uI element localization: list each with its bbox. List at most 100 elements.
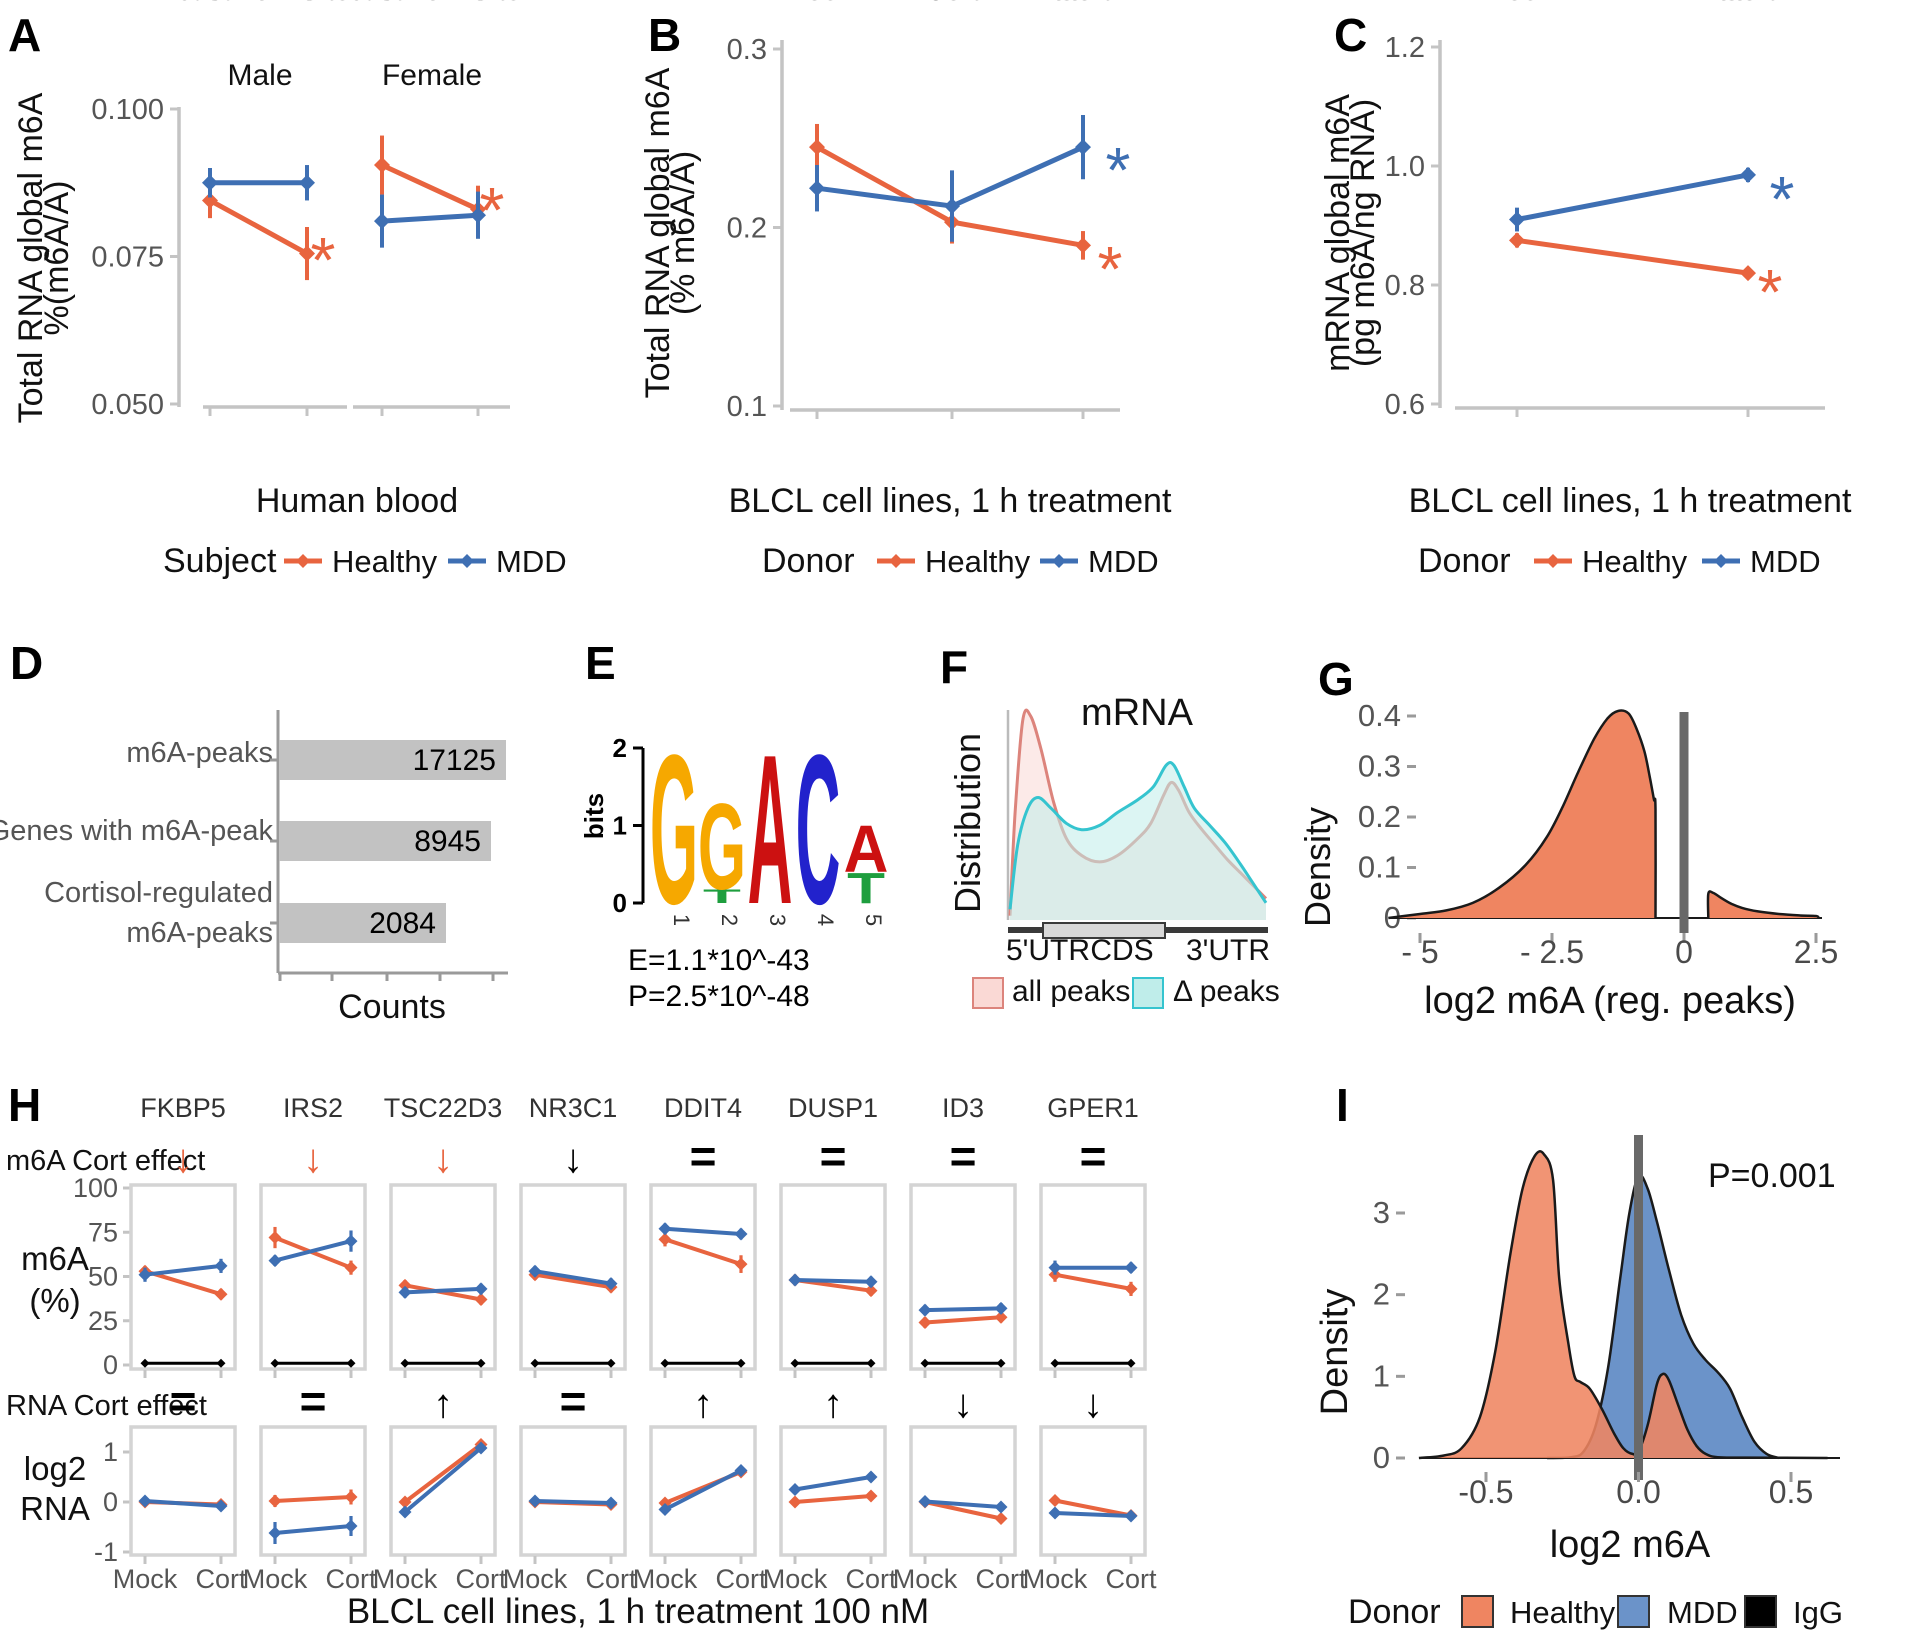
legend-label: all peaks: [1012, 975, 1130, 1008]
x-tick-label: 100 nM: [1035, 0, 1132, 7]
point-marker: [944, 198, 960, 215]
y-tick-label: 1: [103, 1437, 118, 1467]
series-line: [923, 1499, 1003, 1509]
logo-letter: T: [847, 865, 885, 913]
point-marker: [344, 1234, 358, 1248]
motif-evalue: E=1.1*10^-43: [628, 944, 810, 977]
bits-axis-title: bits: [579, 793, 609, 839]
panel-label-a: A: [8, 9, 42, 61]
x-tick-label: Mock: [1482, 0, 1552, 7]
density-outline: [1388, 709, 1657, 920]
x-tick-label: 3 h after: [254, 0, 361, 7]
x-tick-label: Mock: [893, 1564, 958, 1594]
point-marker: [994, 1500, 1008, 1514]
bits-tick-label: 1: [613, 811, 627, 841]
panel-g-density: Density 0.4 0.3 0.2 0.1 0- 5- 2.5 0 2.5 log2 m6A…: [1297, 620, 1920, 1070]
m6a-cort-effect-symbol: =: [690, 1130, 717, 1182]
logo-position-label: 3: [765, 914, 790, 926]
series-line: [923, 1306, 1003, 1313]
point-marker: [889, 554, 903, 568]
legend-label: MDD: [1750, 544, 1821, 579]
point-marker: [734, 1464, 748, 1477]
point-marker: [400, 1358, 410, 1368]
x-tick-label: Mock: [763, 1564, 828, 1594]
x-tick-label: Cort: [1056, 0, 1111, 7]
x-axis-title: log2 m6A (reg. peaks): [1424, 980, 1796, 1022]
m6a-cort-effect-symbol: ↓: [433, 1137, 453, 1181]
point-marker: [216, 1358, 226, 1368]
point-marker: [1509, 232, 1525, 249]
point-marker: [918, 1303, 932, 1317]
y-axis-title: %(m6A/A): [38, 181, 76, 336]
bar-value-label: 17125: [413, 744, 496, 777]
series-line: [793, 1494, 873, 1504]
series-line: [1053, 1272, 1133, 1291]
rna-axis-label: log2: [24, 1450, 86, 1487]
point-marker: [1050, 1358, 1060, 1368]
p-value-annotation: P=0.001: [1708, 1157, 1836, 1195]
rna-cort-effect-symbol: ↑: [693, 1382, 713, 1426]
x-tick-label: 2.5: [1794, 934, 1838, 970]
region-label-cds: CDS: [1090, 934, 1153, 967]
point-marker: [658, 1503, 672, 1516]
bar-category-label: m6A-peaks: [126, 917, 273, 949]
panel-i-density: Density 3 2 1 0 -0.5 0.0 0.5 log2 m6A P=0.001 Dono…: [1314, 1075, 1920, 1635]
point-marker: [864, 1470, 878, 1484]
point-marker: [474, 1441, 488, 1455]
point-marker: [994, 1512, 1008, 1525]
logo-letter-glyph: A: [748, 712, 793, 950]
point-marker: [994, 1310, 1008, 1324]
y-tick-label: 0: [103, 1350, 118, 1380]
x-tick-label: Cort: [975, 1564, 1027, 1594]
cds-box: [1042, 922, 1166, 939]
bits-tick-label: 0: [613, 888, 627, 918]
mini-panel-m6a: [909, 1183, 1017, 1371]
point-marker: [138, 1268, 152, 1282]
x-tick-label: 0: [1675, 934, 1693, 970]
y-axis-title: Density: [1314, 1289, 1356, 1416]
y-axis-title: Distribution: [947, 733, 988, 913]
legend-title: Donor: [762, 542, 855, 580]
panel-b-pointrange: Total RNA global m6A(% m6A/A) 0.3 0.2 0.1 Mo…: [639, 0, 1330, 600]
bar-category-label: Cortisol-regulated: [44, 877, 273, 909]
logo-letter: A: [844, 812, 889, 887]
point-marker: [476, 1358, 486, 1368]
x-tick-label: Cort: [455, 1564, 507, 1594]
significance-asterisk: *: [480, 174, 505, 246]
significance-asterisk: *: [1770, 163, 1795, 235]
x-tick-label: - 5: [1401, 934, 1438, 970]
density-area: [1418, 1151, 1828, 1458]
point-marker: [606, 1358, 616, 1368]
series-line: [273, 1239, 353, 1263]
logo-letter: C: [796, 712, 841, 950]
panel-h-gene-grid: m6A Cort effect RNA Cort effect m6A (%) log2…: [0, 1075, 1320, 1635]
series-line: [793, 1475, 873, 1492]
point-marker: [1509, 211, 1525, 228]
m6a-axis-label: (%): [29, 1282, 80, 1319]
density-area: [1388, 710, 1656, 918]
point-marker: [790, 1358, 800, 1368]
point-marker: [398, 1285, 412, 1299]
point-marker: [268, 1231, 282, 1245]
mini-panel-m6a: [389, 1183, 497, 1371]
m6a-cort-effect-symbol: ↓: [173, 1137, 193, 1181]
y-tick-label: 0.3: [1358, 749, 1401, 784]
point-marker: [398, 1495, 412, 1509]
x-tick-label: Mock: [113, 1564, 178, 1594]
x-tick-label: basal: [347, 0, 416, 7]
panel-a-pointrange: Total RNA global m6A %(m6A/A) 0.100 0.075 0.…: [0, 0, 660, 600]
y-tick-label: -1: [94, 1537, 118, 1567]
point-marker: [658, 1232, 672, 1246]
point-marker: [1740, 166, 1756, 183]
point-marker: [918, 1316, 932, 1330]
rna-cort-effect-symbol: ↓: [1083, 1382, 1103, 1426]
legend-label: Healthy: [1582, 544, 1688, 579]
rna-axis-label: RNA: [20, 1490, 90, 1527]
m6a-cort-effect-symbol: =: [1080, 1130, 1107, 1182]
y-tick-label: 25: [88, 1306, 118, 1336]
y-tick-label: 75: [88, 1217, 118, 1247]
series-line: [923, 1500, 1003, 1521]
x-tick-label: 100 nM: [1700, 0, 1797, 7]
significance-asterisk: *: [1098, 233, 1123, 305]
point-marker: [1075, 237, 1091, 254]
